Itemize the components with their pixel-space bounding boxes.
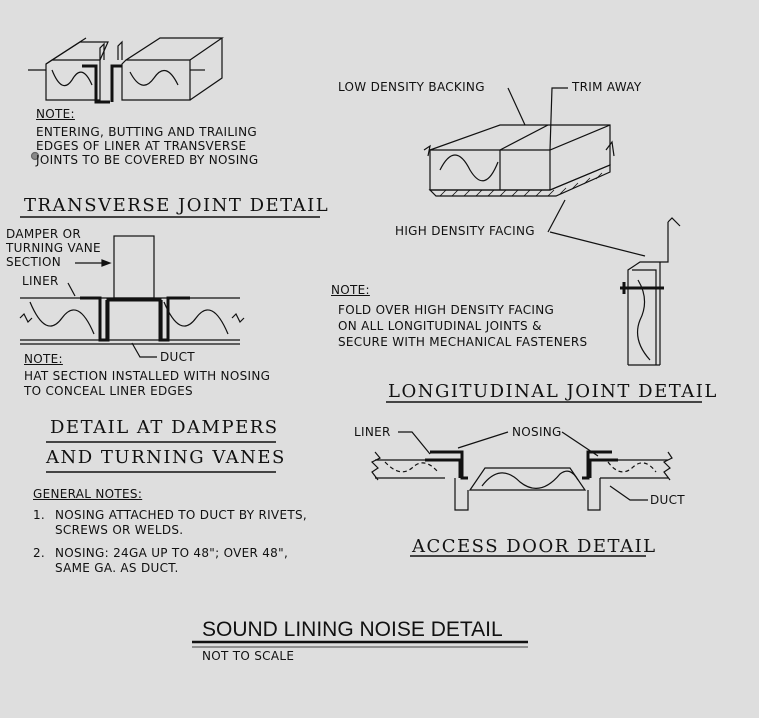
general-note-2-num: 2. xyxy=(33,546,46,560)
sheet-subtitle: NOT TO SCALE xyxy=(202,649,295,663)
access-title: ACCESS DOOR DETAIL xyxy=(412,536,657,557)
damper-detail-drawing xyxy=(19,235,245,358)
damper-callout-line-3: SECTION xyxy=(6,255,61,269)
longitudinal-title: LONGITUDINAL JOINT DETAIL xyxy=(388,381,718,402)
longitudinal-note-label: NOTE: xyxy=(331,283,370,297)
transverse-note-line-2: EDGES OF LINER AT TRANSVERSE xyxy=(36,139,247,153)
longitudinal-note-line-2: ON ALL LONGITUDINAL JOINTS & xyxy=(338,319,542,333)
bullet-dot xyxy=(30,151,40,161)
general-notes-heading: GENERAL NOTES: xyxy=(33,487,143,501)
access-door-drawing xyxy=(370,431,673,511)
transverse-note-line-1: ENTERING, BUTTING AND TRAILING xyxy=(36,125,258,139)
sheet-title: SOUND LINING NOISE DETAIL xyxy=(202,618,503,641)
damper-title-line-2: AND TURNING VANES xyxy=(46,447,286,468)
damper-callout-line-2: TURNING VANE xyxy=(6,241,101,255)
general-note-1-line-2: SCREWS OR WELDS. xyxy=(55,523,184,537)
longitudinal-note-line-1: FOLD OVER HIGH DENSITY FACING xyxy=(338,303,555,317)
longitudinal-joint-drawing xyxy=(423,87,646,257)
trim-away-label: TRIM AWAY xyxy=(572,80,642,94)
damper-duct-label: DUCT xyxy=(160,350,195,364)
longitudinal-side-joint xyxy=(620,217,681,366)
access-nosing-label: NOSING xyxy=(512,425,562,439)
general-note-2-line-1: NOSING: 24GA UP TO 48"; OVER 48", xyxy=(55,546,289,560)
transverse-joint-drawing xyxy=(28,37,224,104)
general-note-1-num: 1. xyxy=(33,508,46,522)
damper-liner-label: LINER xyxy=(22,274,59,288)
damper-note-label: NOTE: xyxy=(24,352,63,366)
transverse-note-line-3: JOINTS TO BE COVERED BY NOSING xyxy=(36,153,259,167)
transverse-note-label: NOTE: xyxy=(36,107,75,121)
longitudinal-note-line-3: SECURE WITH MECHANICAL FASTENERS xyxy=(338,335,588,349)
general-note-2-line-2: SAME GA. AS DUCT. xyxy=(55,561,179,575)
access-duct-label: DUCT xyxy=(650,493,685,507)
damper-note-line-2: TO CONCEAL LINER EDGES xyxy=(24,384,193,398)
general-note-1-line-1: NOSING ATTACHED TO DUCT BY RIVETS, xyxy=(55,508,307,522)
transverse-title: TRANSVERSE JOINT DETAIL xyxy=(24,195,330,216)
damper-callout-line-1: DAMPER OR xyxy=(6,227,82,241)
high-density-label: HIGH DENSITY FACING xyxy=(395,224,535,238)
low-density-label: LOW DENSITY BACKING xyxy=(338,80,485,94)
damper-note-line-1: HAT SECTION INSTALLED WITH NOSING xyxy=(24,369,271,383)
damper-title-line-1: DETAIL AT DAMPERS xyxy=(50,417,279,438)
access-liner-label: LINER xyxy=(354,425,391,439)
